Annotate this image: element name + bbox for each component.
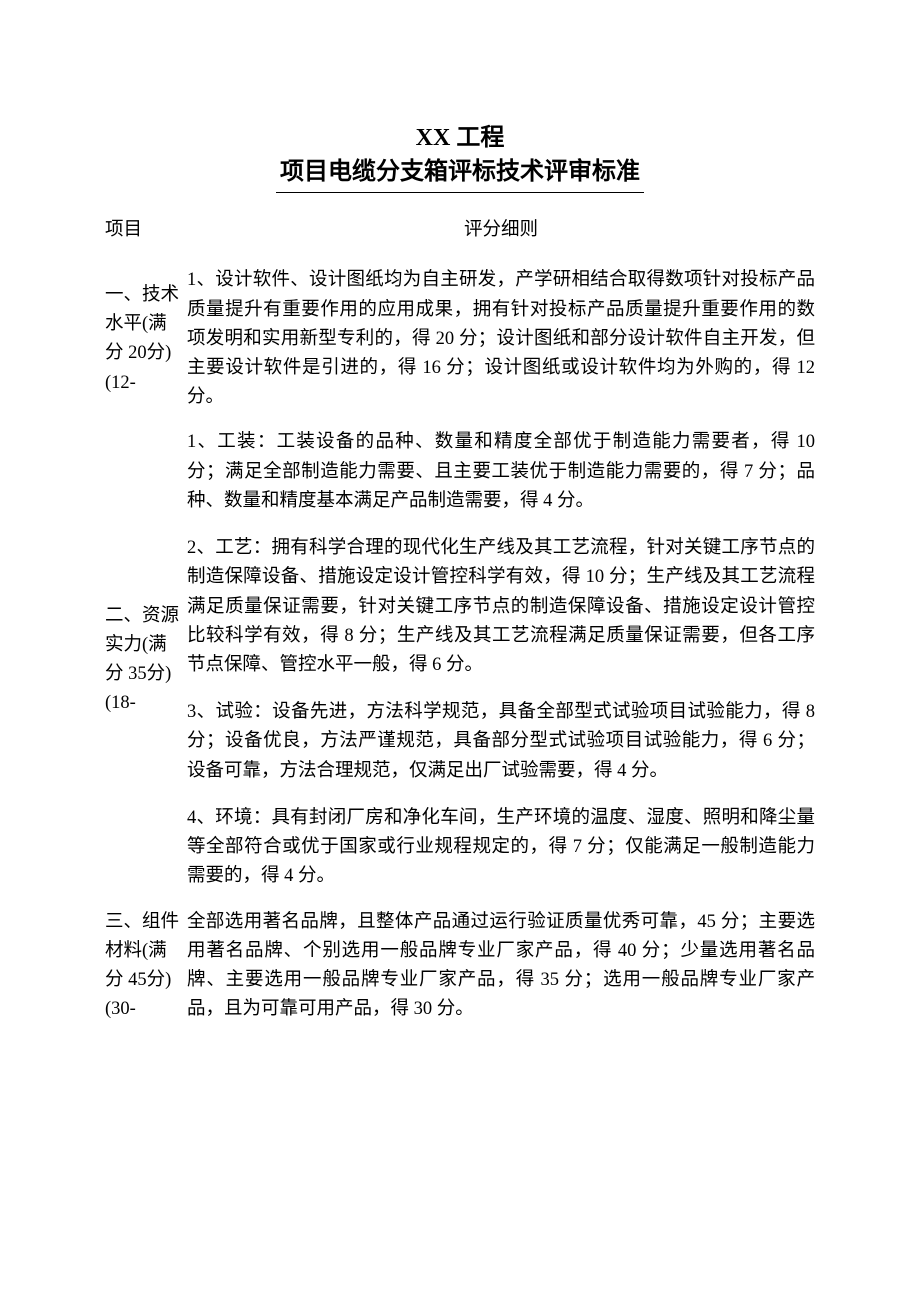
paragraph: 2、工艺：拥有科学合理的现代化生产线及其工艺流程，针对关键工序节点的制造保障设备… <box>187 534 815 680</box>
row-label: 二、资源实力(满分 35分)(18- <box>105 420 187 899</box>
paragraph: 4、环境：具有封闭厂房和净化车间，生产环境的温度、湿度、照明和降尘量等全部符合或… <box>187 804 815 892</box>
sub-title: 项目电缆分支箱评标技术评审标准 <box>276 156 644 193</box>
row-label: 三、组件材料(满分 45分)(30- <box>105 900 187 1033</box>
table-row: 二、资源实力(满分 35分)(18- 1、工装：工装设备的品种、数量和精度全部优… <box>105 420 815 899</box>
row-content: 1、工装：工装设备的品种、数量和精度全部优于制造能力需要者，得 10 分；满足全… <box>187 420 815 899</box>
header-left: 项目 <box>105 209 187 259</box>
paragraph: 全部选用著名品牌，且整体产品通过运行验证质量优秀可靠，45 分；主要选用著名品牌… <box>187 908 815 1025</box>
row-content: 全部选用著名品牌，且整体产品通过运行验证质量优秀可靠，45 分；主要选用著名品牌… <box>187 900 815 1033</box>
table-row: 一、技术水平(满分 20分)(12- 1、设计软件、设计图纸均为自主研发，产学研… <box>105 258 815 420</box>
main-title: XX 工程 <box>105 120 815 156</box>
header-right: 评分细则 <box>187 209 815 259</box>
paragraph: 1、设计软件、设计图纸均为自主研发，产学研相结合取得数项针对投标产品质量提升有重… <box>187 266 815 412</box>
table-row: 三、组件材料(满分 45分)(30- 全部选用著名品牌，且整体产品通过运行验证质… <box>105 900 815 1033</box>
row-content: 1、设计软件、设计图纸均为自主研发，产学研相结合取得数项针对投标产品质量提升有重… <box>187 258 815 420</box>
evaluation-table: 项目 评分细则 一、技术水平(满分 20分)(12- 1、设计软件、设计图纸均为… <box>105 209 815 1033</box>
row-label: 一、技术水平(满分 20分)(12- <box>105 258 187 420</box>
table-header-row: 项目 评分细则 <box>105 209 815 259</box>
paragraph: 1、工装：工装设备的品种、数量和精度全部优于制造能力需要者，得 10 分；满足全… <box>187 428 815 516</box>
paragraph: 3、试验：设备先进，方法科学规范，具备全部型式试验项目试验能力，得 8分；设备优… <box>187 698 815 786</box>
title-block: XX 工程 项目电缆分支箱评标技术评审标准 <box>105 120 815 199</box>
